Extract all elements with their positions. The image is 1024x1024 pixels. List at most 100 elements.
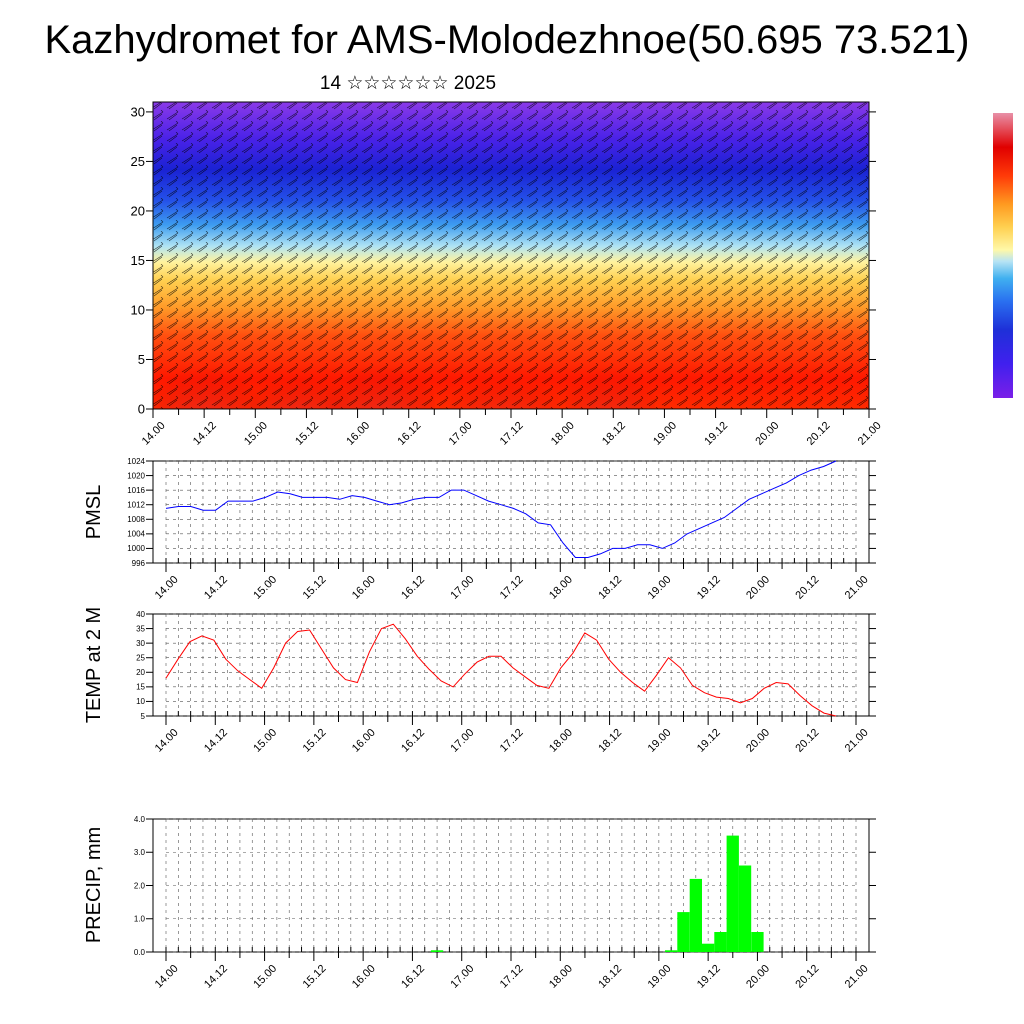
x-tick-label: 20.00 [744,963,772,991]
y-tick-label: 10 [136,697,145,706]
x-tick-label: 19.00 [646,727,674,755]
x-tick-label: 21.00 [843,727,871,755]
x-tick-label: 19.12 [695,574,723,602]
x-tick-label: 14.12 [202,574,230,602]
x-tick-label: 18.12 [596,727,624,755]
y-tick-label: 1008 [127,515,145,524]
y-tick-label: 20 [136,668,145,677]
x-tick-label: 19.12 [702,420,730,448]
y-tick-label: 15 [136,683,145,692]
y-tick-label: 3.0 [134,848,146,857]
y-axis: 0.0 1.0 2.0 3.0 4.0 [134,815,876,957]
y-tick-label: 0.0 [134,948,146,957]
x-tick-label: 15.12 [301,727,329,755]
x-tick-label: 15.00 [242,420,270,448]
x-tick-label: 17.00 [448,963,476,991]
y-tick-label: 2.0 [134,881,146,890]
x-axis: 14.00 14.12 15.00 15.12 16.00 16.12 17.00 17.12… [153,716,871,755]
x-tick-label: 14.00 [153,727,181,755]
x-tick-label: 16.12 [399,727,427,755]
precipitation-panel: 0.0 1.0 2.0 3.0 4.0 14.00 14.12 15.00 15.12 16.0… [83,815,876,991]
grid [165,818,857,953]
x-tick-label: 17.00 [447,420,475,448]
page-title: Kazhydromet for AMS-Molodezhnoe(50.695 7… [44,18,970,62]
x-axis: 14.00 14.12 15.00 15.12 16.00 16.12 17.00 17.12… [153,563,871,602]
x-tick-label: 20.00 [744,727,772,755]
grid [165,460,857,564]
y-axis: 5 10 15 20 25 30 35 40 [136,610,876,721]
y-axis: 0 5 10 15 20 25 30 [131,104,876,417]
x-tick-label: 17.12 [498,727,526,755]
y-tick-label: 0 [138,402,145,417]
y-tick-label: 30 [136,639,145,648]
x-tick-label: 20.00 [753,420,781,448]
x-tick-label: 18.00 [547,727,575,755]
y-tick-label: 1020 [127,471,145,480]
x-tick-label: 20.12 [793,963,821,991]
x-tick-label: 18.00 [547,574,575,602]
x-tick-label: 16.12 [399,963,427,991]
x-tick-label: 16.00 [350,727,378,755]
x-axis: 14.00 14.12 15.00 15.12 16.00 16.12 17.00 17.12… [153,952,871,991]
cross-section-panel: 0 5 10 15 20 25 30 14.00 14.12 15.00 15.12 16.00 16… [131,101,884,448]
precip-bar [665,950,678,952]
y-tick-label: 15 [131,253,145,268]
y-axis-label: PRECIP, mm [83,827,105,943]
y-tick-label: 1004 [127,530,145,539]
x-tick-label: 21.00 [843,963,871,991]
x-tick-label: 15.00 [251,727,279,755]
y-tick-label: 4.0 [134,815,146,824]
x-tick-label: 18.12 [600,420,628,448]
y-tick-label: 1.0 [134,915,146,924]
y-tick-label: 10 [131,303,145,318]
y-axis-label: TEMP at 2 M [83,607,105,723]
x-tick-label: 19.00 [646,963,674,991]
precip-bar [726,835,739,952]
y-tick-label: 30 [131,104,145,119]
precip-bar [430,950,444,952]
y-axis-label: PMSL [83,485,105,539]
y-tick-label: 5 [138,352,145,367]
y-tick-label: 1024 [127,457,145,466]
grid [165,613,857,717]
x-tick-label: 17.00 [448,727,476,755]
series-precipitation [430,835,764,953]
x-tick-label: 17.00 [448,574,476,602]
y-axis: 996 1000 1004 1008 1012 1016 1020 1024 [127,457,876,568]
y-tick-label: 25 [136,654,145,663]
precip-bar [702,943,715,952]
y-tick-label: 5 [141,712,146,721]
x-tick-label: 19.12 [695,963,723,991]
precip-bar [751,932,764,952]
x-tick-label: 17.12 [498,574,526,602]
x-tick-label: 19.12 [695,727,723,755]
series-pmsl [165,460,837,558]
series-temperature [165,623,837,717]
x-tick-label: 16.12 [399,574,427,602]
x-tick-label: 16.00 [344,420,372,448]
y-tick-label: 1012 [127,501,145,510]
x-tick-label: 15.12 [293,420,321,448]
x-tick-label: 18.00 [549,420,577,448]
precip-bar [689,878,702,953]
x-tick-label: 14.12 [191,420,219,448]
x-tick-label: 15.00 [251,963,279,991]
colorbar-gradient [993,113,1013,398]
x-tick-label: 21.00 [843,574,871,602]
series-line [165,623,837,717]
y-tick-label: 1000 [127,544,145,553]
x-tick-label: 21.00 [856,420,884,448]
precip-bar [714,932,727,952]
x-tick-label: 20.12 [793,727,821,755]
temperature-panel: 5 10 15 20 25 30 35 40 14.00 14.12 15.00 15.12 16.0… [83,607,876,755]
x-tick-label: 16.00 [350,574,378,602]
x-tick-label: 16.00 [350,963,378,991]
x-tick-label: 14.00 [153,963,181,991]
x-tick-label: 20.12 [793,574,821,602]
y-tick-label: 40 [136,610,145,619]
x-tick-label: 14.12 [202,727,230,755]
x-tick-label: 14.12 [202,963,230,991]
x-tick-label: 18.00 [547,963,575,991]
